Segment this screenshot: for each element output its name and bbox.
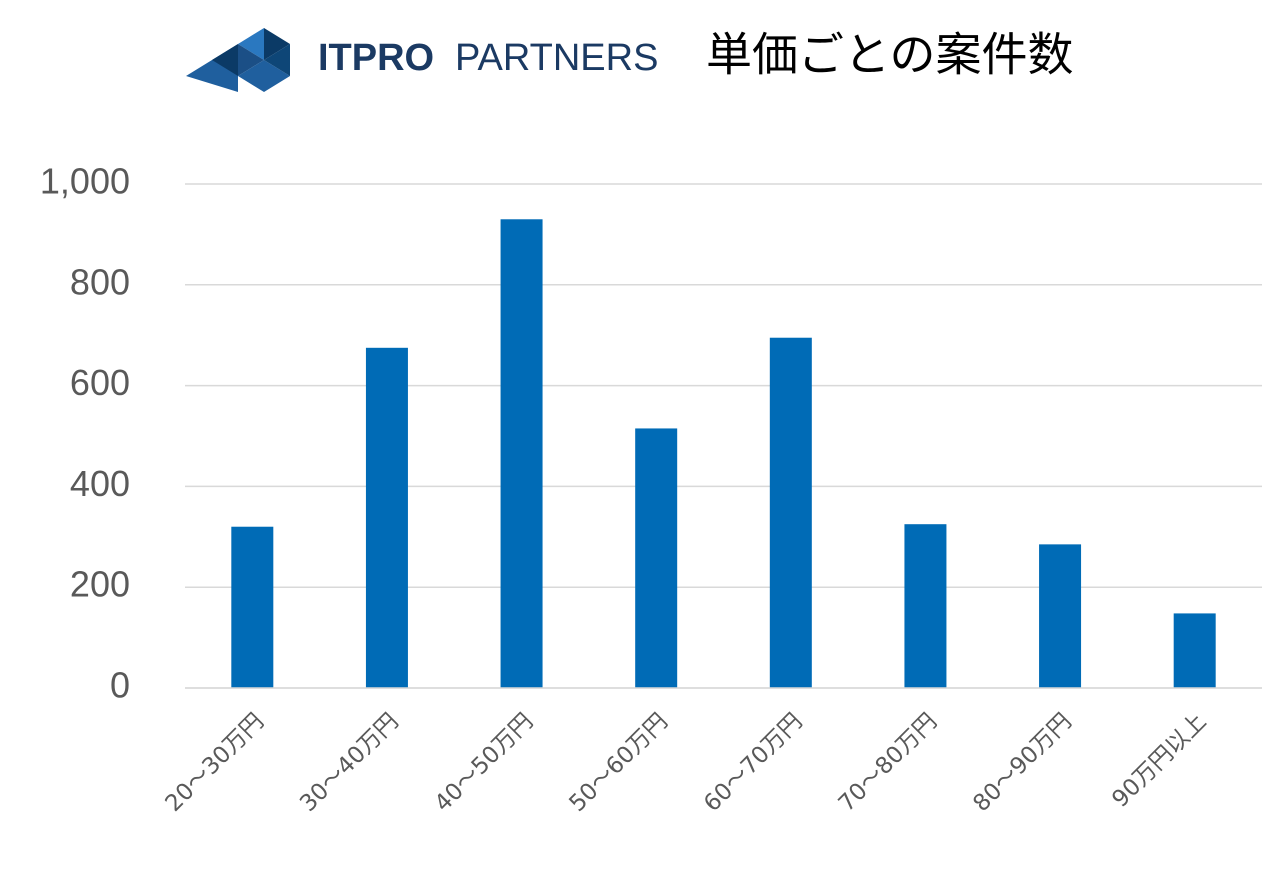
bar — [769, 337, 812, 688]
bar — [1039, 544, 1082, 688]
bar — [1173, 613, 1216, 688]
y-tick-label: 0 — [110, 665, 130, 706]
logo-icon — [186, 28, 290, 92]
y-tick-label: 600 — [70, 362, 130, 403]
x-tick-label: 70～80万円 — [834, 708, 943, 817]
bar — [231, 526, 274, 688]
bar — [635, 428, 678, 688]
x-tick-label: 20～30万円 — [161, 708, 270, 817]
x-tick-label: 30～40万円 — [295, 708, 404, 817]
x-tick-label: 40～50万円 — [430, 708, 539, 817]
x-tick-label: 60～70万円 — [699, 708, 808, 817]
chart-title: 単価ごとの案件数 — [706, 28, 1074, 82]
x-tick-label: 80～90万円 — [968, 708, 1077, 817]
brand-light: PARTNERS — [455, 37, 658, 79]
y-tick-label: 1,000 — [40, 161, 130, 202]
bar — [500, 219, 543, 688]
x-tick-label: 50～60万円 — [564, 708, 673, 817]
y-tick-label: 800 — [70, 261, 130, 302]
brand-bold: ITPRO — [318, 37, 434, 79]
bar — [365, 347, 408, 688]
x-tick-label: 90万円以上 — [1107, 708, 1211, 812]
bar — [904, 524, 947, 688]
y-tick-label: 200 — [70, 564, 130, 605]
y-tick-label: 400 — [70, 463, 130, 504]
